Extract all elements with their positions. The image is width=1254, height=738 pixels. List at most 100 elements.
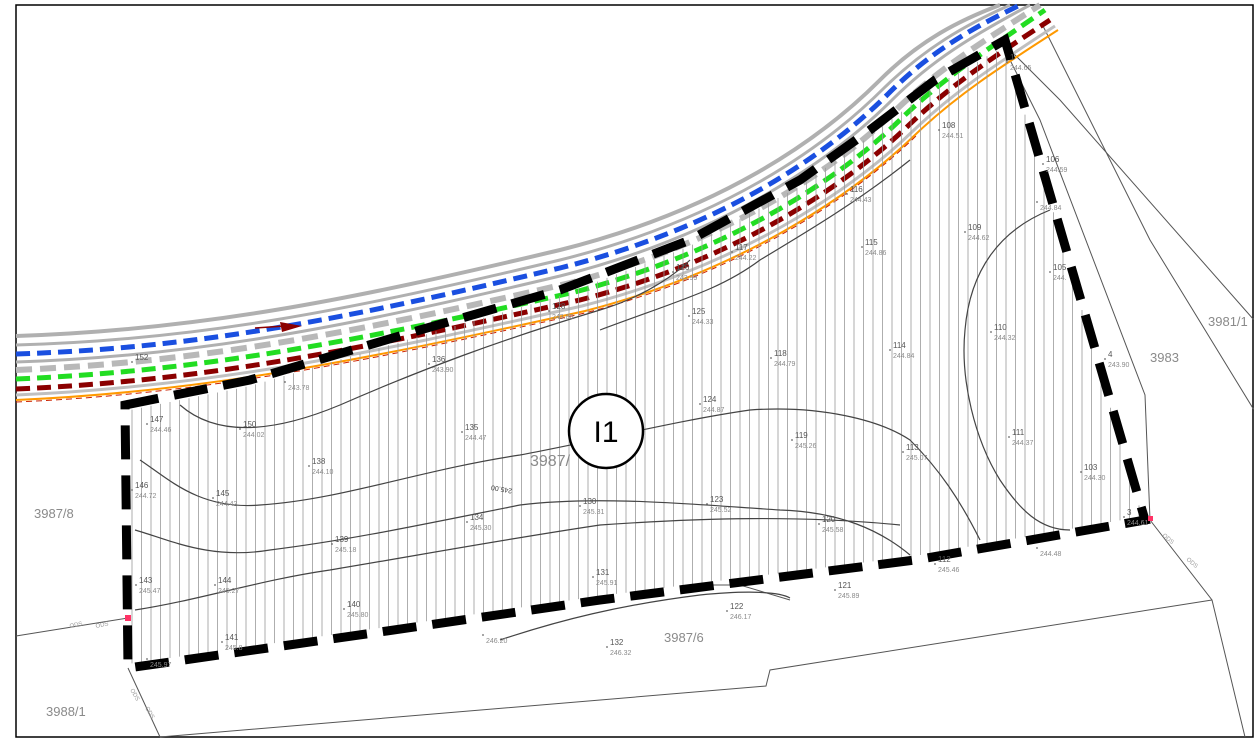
area-hatching [131,49,1140,664]
survey-point-dot [146,658,148,660]
survey-point-elevation: 245.47 [139,588,161,595]
survey-point: 143 245.47 [135,576,161,595]
survey-point-number: 105 [1053,263,1067,272]
survey-point-number: 152 [135,353,149,362]
contour-line [499,591,791,641]
survey-point-number: 112 [938,555,951,564]
contour-line [179,259,691,429]
survey-point-elevation: 245.27 [218,588,240,595]
survey-point-elevation: 246.17 [730,614,752,621]
parcel-lines [15,25,1254,738]
survey-point: 108 244.51 [938,121,964,140]
survey-marker [1148,516,1153,521]
survey-point: 4 243.90 [1104,350,1130,369]
survey-point-elevation: 244.84 [893,353,915,360]
survey-point-number: 130 [583,497,597,506]
survey-point-dot [990,331,992,333]
survey-point-number: 109 [968,223,982,232]
survey-point: 125 244.33 [688,307,714,326]
survey-point-number: 150 [243,420,257,429]
survey-point-elevation: 245.97 [150,662,172,669]
survey-point-elevation: 244.37 [1012,440,1034,447]
survey-point: 140 245.80 [343,600,369,619]
survey-point-dot [131,489,133,491]
survey-point: 139 245.18 [331,535,357,554]
survey-point-elevation: 245.26 [795,443,817,450]
survey-point-dot [592,576,594,578]
zone-marker-circle [567,392,645,470]
road-label: ODS [69,621,83,630]
survey-point-number: 1 [1010,53,1015,62]
survey-point-number: 114 [893,341,906,350]
survey-point: 244.84 [1036,201,1062,212]
survey-point: 118 244.79 [770,349,796,368]
survey-point-number: 143 [139,576,153,585]
survey-point-dot [331,543,333,545]
survey-point-elevation: 243.80 [552,314,574,321]
survey-point-elevation: 244.72 [135,493,157,500]
survey-point: 117 244.22 [731,243,757,262]
survey-point-dot [1104,358,1106,360]
survey-point-dot [428,363,430,365]
survey-point: 144 245.27 [214,576,240,595]
parcel-line-south-road [159,599,1213,738]
survey-point-number: 3 [1127,508,1132,517]
survey-point-number: 131 [596,568,610,577]
survey-point-dot [579,505,581,507]
utility-line-grey-2 [15,24,1056,397]
survey-point-dot [706,503,708,505]
survey-point: 128 243.80 [548,302,574,321]
survey-point: 136 243.90 [428,355,454,374]
road-label: ODS [95,621,109,630]
survey-point-elevation: 243.90 [432,367,454,374]
contour-value-label: 245.00 [490,483,512,494]
survey-point-elevation: 244.48 [1040,551,1062,558]
parcel-line-west [15,617,129,637]
survey-point-number: 116 [850,185,863,194]
survey-point: 121 245.89 [834,581,860,600]
zone-label: I1 [593,416,618,449]
survey-point-number: 125 [692,307,706,316]
survey-point: 135 244.47 [461,423,487,442]
contour-line [599,159,911,331]
survey-point-dot [135,584,137,586]
survey-point-elevation: 245.91 [596,580,618,587]
survey-point-dot [284,381,286,383]
survey-point: 152 [131,353,149,363]
survey-point-dot [672,271,674,273]
survey-point-number: 122 [730,602,744,611]
survey-point-dot [308,465,310,467]
utility-line-darkred [15,17,1052,392]
survey-point-number: 124 [703,395,717,404]
survey-point-elevation: 244.46 [150,427,172,434]
survey-point-number: 128 [552,302,566,311]
survey-point-number: 119 [795,431,808,440]
survey-point-elevation: 245.31 [583,509,605,516]
survey-point-dot [221,641,223,643]
survey-point-dot [791,439,793,441]
survey-point-elevation: 244.43 [850,197,872,204]
survey-point: 112 245.46 [934,555,960,574]
flow-arrow-icon [280,322,302,332]
survey-point: 105 244. [1049,263,1067,282]
survey-point-dot [461,431,463,433]
survey-point-elevation: 244.33 [692,319,714,326]
road-edge-inner [15,3,1031,364]
map-frame [15,4,1254,738]
survey-point-elevation: 244.51 [942,133,964,140]
survey-point-dot [902,451,904,453]
survey-point-elevation: 244.42 [216,501,238,508]
parcel-label: 3981/1 [1208,314,1248,329]
survey-point-number: 123 [710,495,724,504]
utility-line-red-thin [15,135,917,403]
survey-point: 114 244.84 [889,341,915,360]
survey-point-number: 121 [838,581,852,590]
survey-point-number: 147 [150,415,164,424]
survey-point-elevation: 244. [1053,275,1067,282]
survey-point-elevation: 244.61 [1127,520,1149,527]
survey-point-elevation: 244.87 [703,407,725,414]
contour-line [134,517,901,611]
survey-point-number: 4 [1108,350,1113,359]
parcel-line-south [1149,519,1246,738]
